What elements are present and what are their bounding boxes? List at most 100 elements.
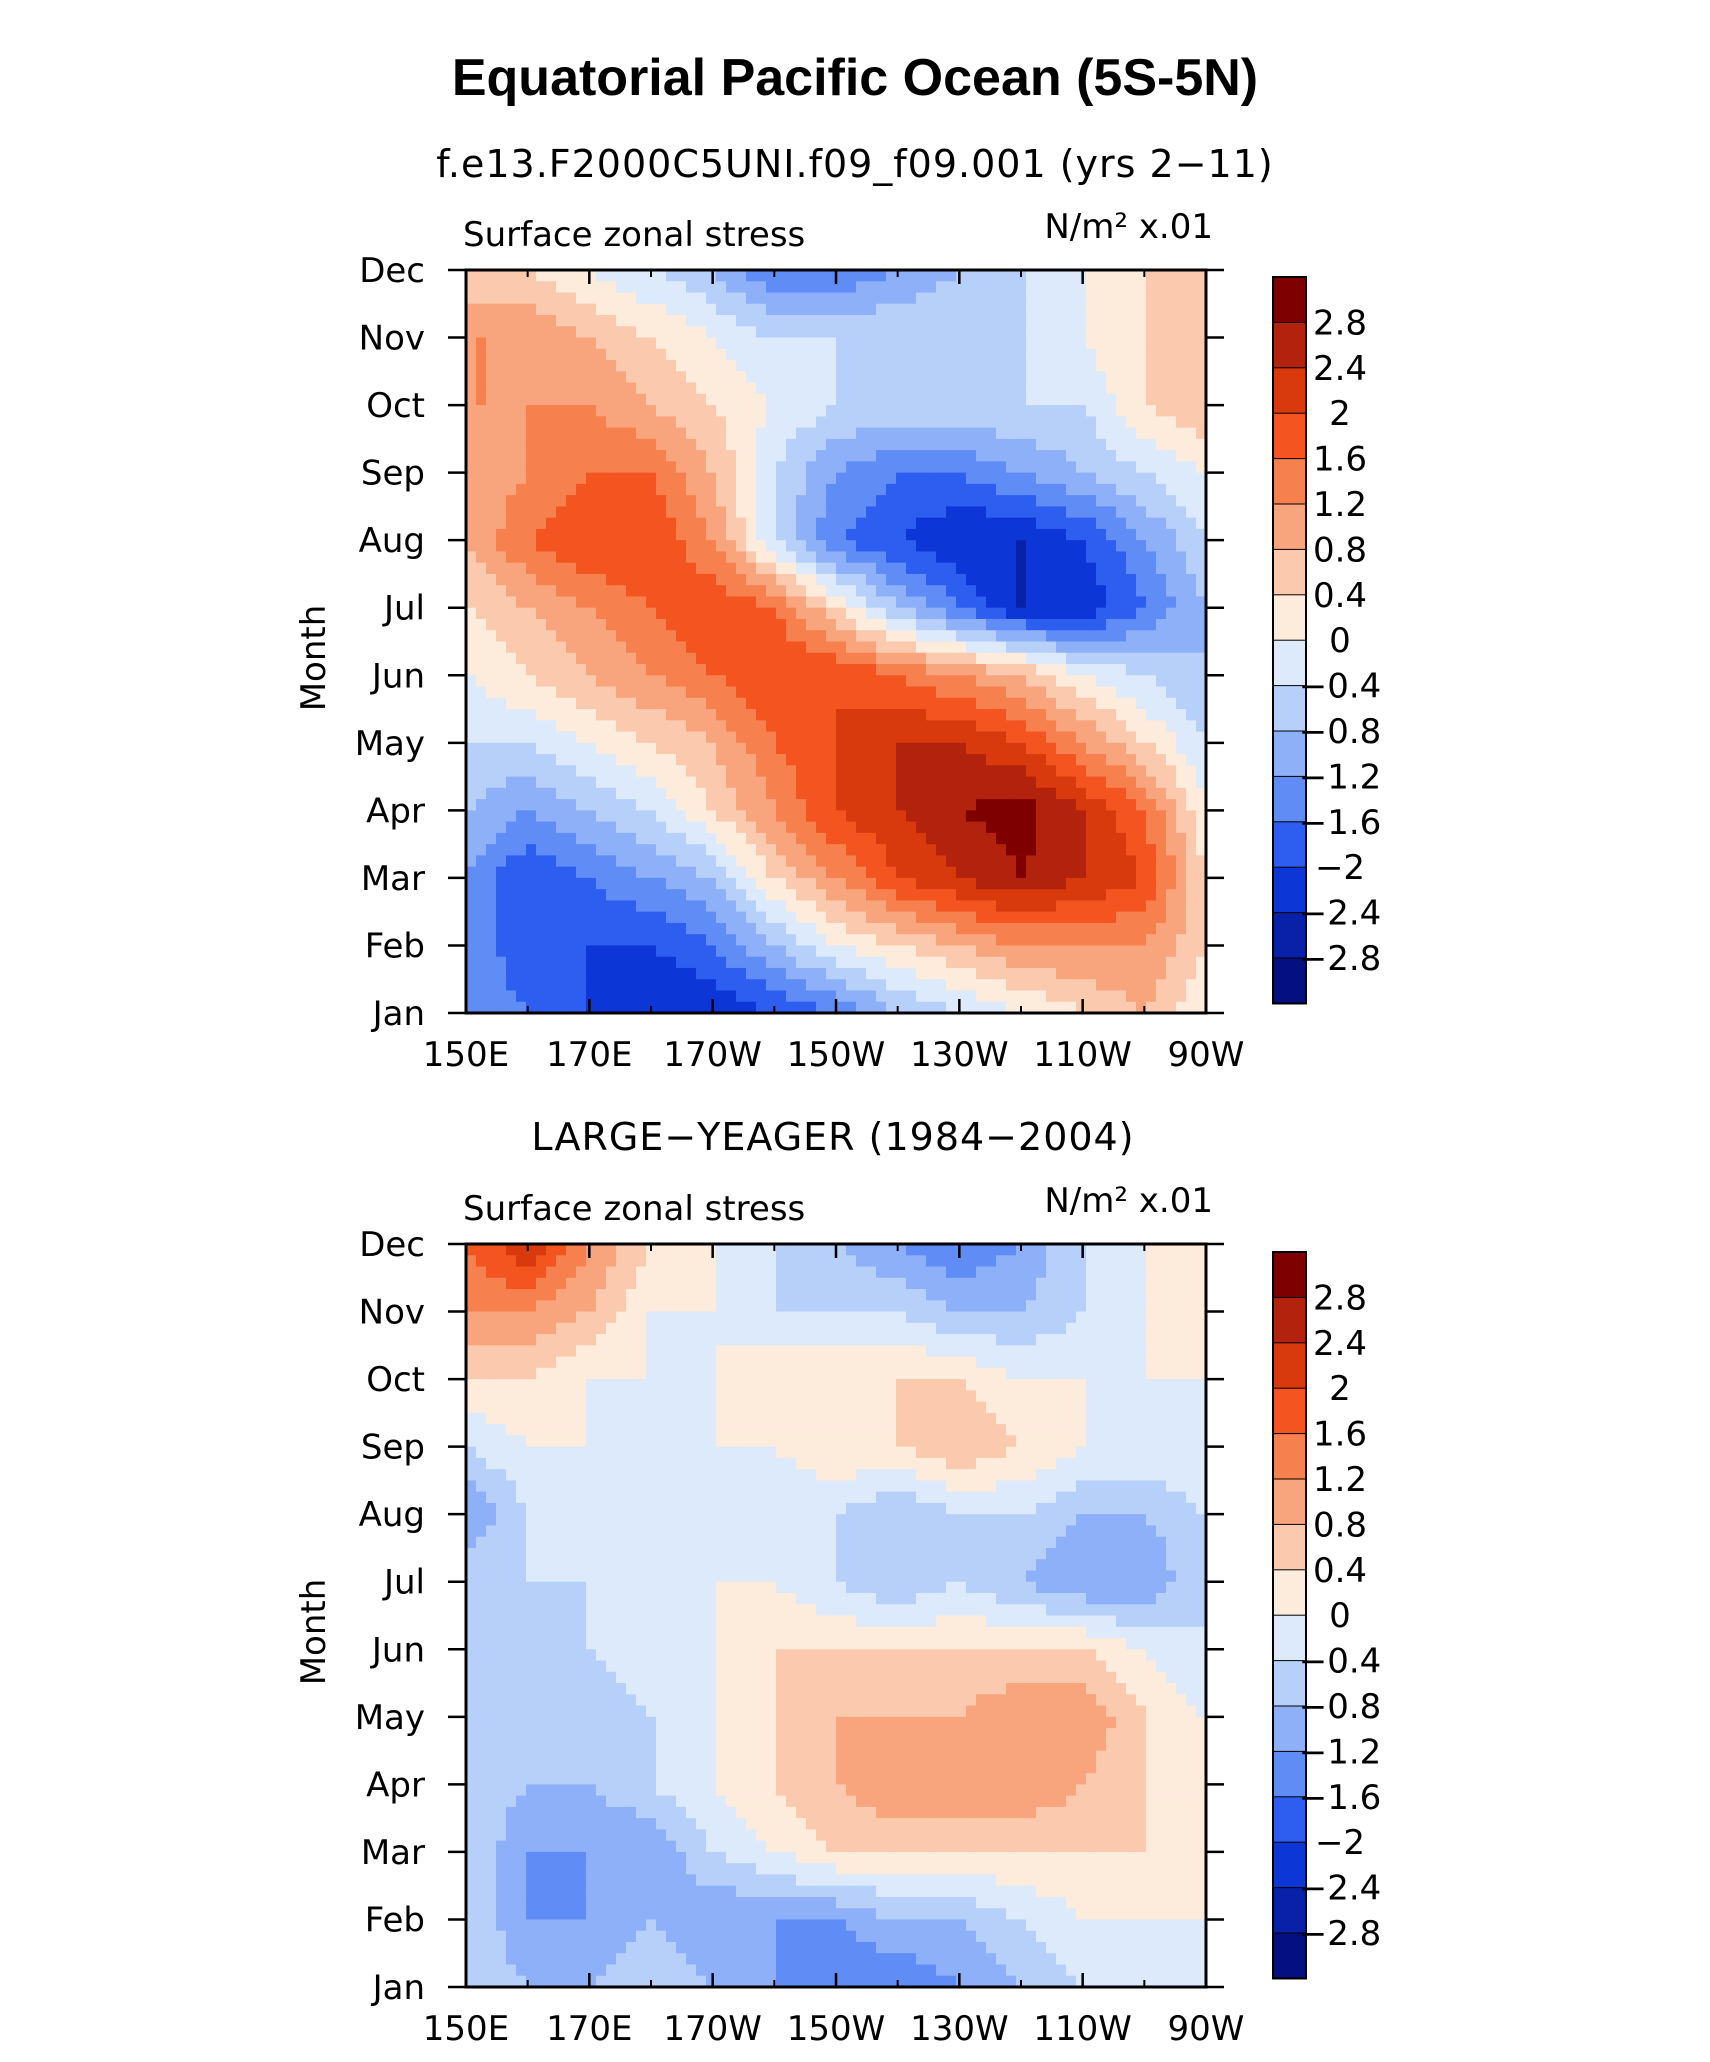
contour-cell [606, 866, 617, 879]
contour-cell [1166, 630, 1177, 643]
contour-cell [516, 517, 527, 530]
contour-cell [866, 495, 877, 508]
contour-cell [1056, 720, 1067, 733]
contour-cell [556, 799, 567, 811]
contour-cell [1156, 393, 1167, 406]
contour-cell [1186, 641, 1197, 654]
contour-cell [816, 607, 827, 620]
contour-cell [1046, 652, 1057, 665]
contour-cell [1166, 911, 1177, 924]
contour-cell [566, 652, 577, 665]
contour-cell [1196, 461, 1207, 474]
contour-cell [896, 427, 907, 440]
contour-cell [1166, 292, 1177, 305]
contour-cell [826, 517, 837, 530]
contour-cell [636, 990, 647, 1003]
contour-cell [1046, 483, 1057, 496]
contour-cell [726, 405, 737, 417]
contour-cell [766, 562, 777, 575]
contour-cell [626, 889, 637, 902]
contour-cell [916, 1001, 927, 1014]
contour-cell [1176, 360, 1187, 372]
contour-cell [856, 630, 867, 643]
right-string: N/m² x.01 [1044, 207, 1213, 247]
contour-cell [796, 979, 807, 992]
contour-cell [946, 540, 957, 553]
contour-cell [1046, 450, 1057, 462]
contour-cell [486, 337, 497, 350]
contour-cell [736, 934, 747, 947]
contour-cell [986, 393, 997, 406]
contour-cell [646, 686, 657, 699]
contour-cell [976, 697, 987, 710]
contour-cell [1146, 675, 1157, 688]
contour-cell [506, 618, 517, 631]
contour-cell [1146, 787, 1157, 800]
contour-cell [1156, 540, 1167, 553]
contour-cell [856, 922, 867, 935]
contour-cell [726, 731, 737, 744]
contour-cell [816, 495, 827, 508]
contour-cell [516, 855, 527, 868]
contour-cell [656, 382, 667, 395]
contour-cell [896, 832, 907, 845]
contour-cell [1076, 540, 1087, 553]
contour-cell [566, 315, 577, 327]
contour-cell [1176, 675, 1187, 688]
contour-cell [756, 461, 767, 474]
contour-cell [1086, 877, 1097, 890]
contour-cell [976, 652, 987, 665]
contour-cell [586, 765, 597, 778]
contour-cell [646, 472, 657, 485]
contour-cell [866, 686, 877, 699]
contour-cell [1016, 877, 1027, 890]
contour-cell [1016, 450, 1027, 462]
contour-cell [806, 787, 817, 800]
contour-cell [856, 686, 867, 699]
contour-cell [946, 405, 957, 417]
contour-cell [776, 709, 787, 721]
contour-cell [1156, 618, 1167, 631]
contour-cell [746, 495, 757, 508]
contour-cell [1036, 607, 1047, 620]
contour-cell [686, 607, 697, 620]
contour-cell [916, 450, 927, 462]
contour-cell [1026, 371, 1037, 384]
contour-cell [996, 483, 1007, 496]
contour-cell [656, 754, 667, 766]
contour-cell [566, 967, 577, 980]
contour-cell [856, 326, 867, 339]
contour-cell [616, 303, 627, 316]
contour-cell [966, 776, 977, 789]
contour-cell [556, 562, 567, 575]
contour-cell [1186, 956, 1197, 969]
contour-cell [826, 731, 837, 744]
contour-cell [666, 742, 677, 755]
contour-cell [546, 405, 557, 417]
contour-cell [586, 562, 597, 575]
contour-cell [1036, 427, 1047, 440]
contour-cell [806, 427, 817, 440]
contour-cell [746, 450, 757, 462]
contour-cell [1086, 742, 1097, 755]
contour-cell [836, 866, 847, 879]
contour-cell [926, 315, 937, 327]
contour-cell [466, 506, 477, 519]
contour-cell [666, 945, 677, 958]
contour-cell [876, 686, 887, 699]
contour-cell [826, 281, 837, 294]
contour-cell [536, 562, 547, 575]
contour-cell [1116, 405, 1127, 417]
contour-cell [1086, 810, 1097, 823]
contour-cell [766, 472, 777, 485]
contour-cell [996, 686, 1007, 699]
contour-cell [666, 585, 677, 598]
contour-cell [1096, 450, 1107, 462]
contour-cell [656, 776, 667, 789]
contour-cell [1076, 686, 1087, 699]
contour-cell [516, 844, 527, 856]
contour-cell [726, 776, 737, 789]
contour-cell [656, 405, 667, 417]
contour-cell [1086, 472, 1097, 485]
contour-cell [946, 585, 957, 598]
